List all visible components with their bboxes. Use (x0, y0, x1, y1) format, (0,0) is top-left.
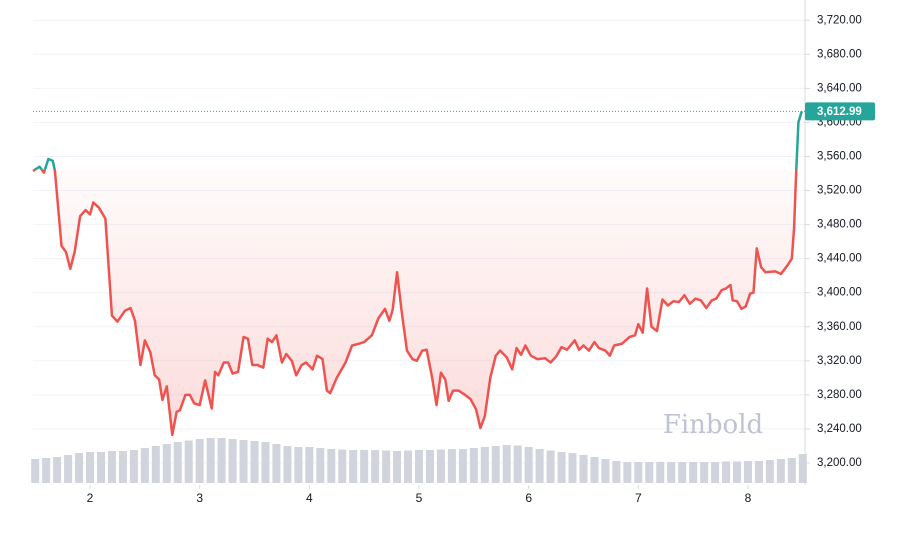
volume-bar (151, 446, 160, 483)
volume-bar (283, 446, 292, 483)
volume-bar (261, 442, 270, 483)
volume-bar (360, 450, 369, 483)
volume-bar (765, 460, 774, 483)
volume-bar (667, 462, 676, 483)
volume-bar (436, 449, 445, 483)
volume-bar (634, 462, 643, 483)
y-tick-label: 3,280.00 (817, 389, 862, 401)
volume-bar (316, 448, 325, 483)
volume-bar (524, 447, 533, 483)
volume-bar (733, 461, 742, 483)
price-line (32, 111, 803, 437)
x-tick-label: 8 (745, 491, 752, 505)
volume-bar (579, 455, 588, 483)
volume-bar (206, 438, 215, 483)
volume-bar (118, 451, 127, 483)
x-tick-label: 3 (196, 491, 203, 505)
volume-bar (371, 450, 380, 483)
volume-bar (140, 448, 149, 483)
volume-bar (349, 450, 358, 483)
volume-bar (64, 455, 73, 483)
volume-bar (250, 441, 259, 483)
volume-bar (568, 453, 577, 483)
volume-bar (678, 462, 687, 483)
volume-bar (711, 462, 720, 483)
volume-bar (393, 451, 402, 483)
volume-bar (601, 459, 610, 483)
volume-bar (798, 454, 807, 483)
volume-bar (513, 445, 522, 483)
volume-bar (623, 462, 632, 483)
y-tick-label: 3,400.00 (817, 287, 862, 299)
y-tick-label: 3,320.00 (817, 355, 862, 367)
y-tick-label: 3,480.00 (817, 219, 862, 231)
volume-bar (491, 446, 500, 483)
x-tick-label: 7 (635, 491, 642, 505)
x-tick-label: 5 (416, 491, 423, 505)
volume-bar (31, 459, 40, 483)
y-tick-label: 3,440.00 (817, 253, 862, 265)
y-tick-label: 3,360.00 (817, 321, 862, 333)
volume-bar (502, 445, 511, 483)
volume-bar (447, 449, 456, 483)
volume-bar (86, 452, 95, 483)
volume-bar (96, 452, 105, 483)
x-tick-label: 4 (306, 491, 313, 505)
volume-bar (173, 442, 182, 483)
volume-bar (338, 449, 347, 483)
volume-bar (458, 449, 467, 483)
volume-bar (382, 450, 391, 483)
volume-bar (612, 461, 621, 483)
x-tick-label: 2 (87, 491, 94, 505)
volume-bar (75, 453, 84, 483)
volume-bar (404, 450, 413, 483)
volume-bar (700, 462, 709, 483)
volume-bar (546, 450, 555, 483)
volume-bar (107, 451, 116, 483)
y-tick-label: 3,520.00 (817, 185, 862, 197)
volume-bar (239, 440, 248, 483)
volume-bar (327, 449, 336, 483)
volume-bar (228, 439, 237, 483)
volume-bar (722, 461, 731, 483)
volume-bar (480, 447, 489, 483)
volume-bar (425, 450, 434, 483)
volume-bar (743, 461, 752, 483)
volume-bar (754, 461, 763, 483)
volume-bar (645, 462, 654, 483)
volume-bar (195, 439, 204, 483)
volume-bar (656, 462, 665, 483)
last-price-label: 3,612.99 (817, 106, 862, 118)
volume-bar (415, 450, 423, 483)
volume-bar (305, 447, 314, 483)
x-tick-label: 6 (525, 491, 532, 505)
volume-bar (53, 457, 62, 483)
volume-bar (272, 444, 281, 483)
volume-bar (294, 447, 303, 483)
last-price-box (805, 102, 875, 121)
y-tick-label: 3,560.00 (817, 151, 862, 163)
volume-bar (184, 440, 193, 483)
volume-bar (469, 448, 478, 483)
y-tick-label: 3,240.00 (817, 423, 862, 435)
y-tick-label: 3,200.00 (817, 457, 862, 469)
baseline-area (33, 169, 802, 435)
volume-bar (557, 452, 566, 483)
y-tick-label: 3,720.00 (817, 14, 862, 26)
volume-bar (590, 457, 599, 483)
volume-bar (776, 459, 785, 483)
volume-bar (535, 449, 544, 483)
volume-bar (787, 458, 796, 483)
volume-bar (129, 450, 138, 483)
y-tick-label: 3,680.00 (817, 48, 862, 60)
volume-bar (42, 458, 51, 483)
volume-bar (162, 444, 171, 483)
volume-bar (689, 462, 698, 483)
watermark: Finbold (663, 410, 763, 440)
volume-bar (217, 438, 226, 483)
y-tick-label: 3,640.00 (817, 82, 862, 94)
